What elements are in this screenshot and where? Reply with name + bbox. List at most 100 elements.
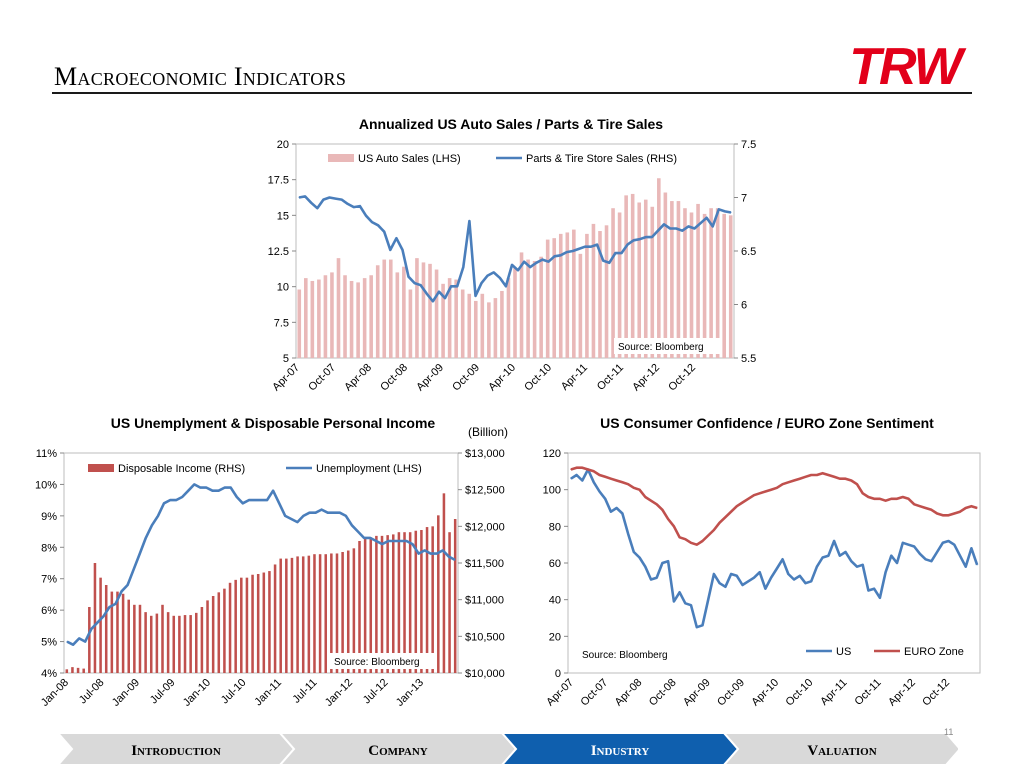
point-0-29 xyxy=(736,575,738,577)
x-tick-label: Apr-09 xyxy=(414,362,446,394)
bar-0-66 xyxy=(437,515,440,673)
bar-0-5 xyxy=(93,563,97,673)
x-tick-label: Apr-12 xyxy=(886,677,918,709)
point-1-7 xyxy=(108,606,110,608)
point-0-65 xyxy=(942,542,944,544)
point-1-62 xyxy=(925,507,927,509)
point-1-28 xyxy=(730,511,732,513)
bar-0-31 xyxy=(500,290,504,358)
bar-0-30 xyxy=(234,579,237,673)
title-divider xyxy=(52,92,972,94)
point-1-40 xyxy=(799,478,801,480)
point-1-33 xyxy=(266,499,268,501)
point-1-63 xyxy=(930,509,932,511)
y-tick-label: 11% xyxy=(36,448,57,460)
point-1-50 xyxy=(856,483,858,485)
x-tick-label: Oct-10 xyxy=(784,677,816,709)
bar-0-59 xyxy=(397,532,401,673)
point-1-53 xyxy=(387,540,389,542)
x-tick-label: Apr-08 xyxy=(613,677,645,709)
bar-0-18 xyxy=(415,258,419,358)
point-1-55 xyxy=(399,540,401,542)
point-1-50 xyxy=(369,537,371,539)
point-0-66 xyxy=(948,540,950,542)
bar-0-9 xyxy=(116,591,119,673)
point-1-21 xyxy=(426,293,428,295)
bar-0-15 xyxy=(395,272,400,358)
point-1-36 xyxy=(517,269,519,271)
point-1-3 xyxy=(84,641,86,643)
bar-0-26 xyxy=(211,596,215,673)
point-0-26 xyxy=(719,582,721,584)
bar-0-41 xyxy=(565,232,570,358)
point-1-58 xyxy=(902,496,904,498)
point-1-34 xyxy=(764,491,766,492)
bar-0-16 xyxy=(155,613,159,673)
nav-tab-valuation[interactable]: Valuation xyxy=(722,733,958,765)
point-1-24 xyxy=(444,297,446,299)
bar-0-53 xyxy=(363,538,367,673)
point-1-2 xyxy=(581,467,583,469)
point-1-6 xyxy=(102,615,104,617)
point-1-42 xyxy=(321,509,323,511)
point-1-27 xyxy=(462,266,464,268)
point-0-4 xyxy=(593,481,595,483)
nav-tab-label: Introduction xyxy=(131,743,221,759)
point-1-71 xyxy=(730,211,732,213)
point-1-37 xyxy=(290,518,292,520)
bar-0-25 xyxy=(460,289,465,358)
nav-tab-industry[interactable]: Industry xyxy=(500,733,740,765)
point-1-44 xyxy=(822,472,824,474)
bar-0-53 xyxy=(643,199,648,358)
point-1-34 xyxy=(505,285,507,287)
point-1-17 xyxy=(667,518,669,520)
point-1-38 xyxy=(296,521,298,523)
point-1-40 xyxy=(308,512,310,514)
point-0-40 xyxy=(799,575,801,577)
point-0-49 xyxy=(850,560,852,562)
point-1-54 xyxy=(393,540,395,542)
point-1-10 xyxy=(127,584,129,586)
point-0-35 xyxy=(770,577,772,579)
source-bg xyxy=(614,338,720,354)
point-1-66 xyxy=(948,514,950,516)
bar-0-18 xyxy=(166,612,170,673)
point-0-21 xyxy=(690,604,692,606)
nav-tab-company[interactable]: Company xyxy=(278,733,518,765)
point-1-61 xyxy=(436,553,438,555)
legend-label-1: Parts & Tire Store Sales (RHS) xyxy=(526,153,677,165)
point-0-59 xyxy=(907,544,909,546)
x-tick-label: Jul-10 xyxy=(219,677,249,707)
page-number: 11 xyxy=(944,727,954,737)
point-1-52 xyxy=(867,496,869,498)
bar-0-43 xyxy=(578,253,583,358)
point-1-4 xyxy=(90,628,92,630)
x-tick-label: Apr-11 xyxy=(559,362,590,393)
point-0-67 xyxy=(953,544,955,546)
point-1-0 xyxy=(298,197,300,198)
point-1-7 xyxy=(610,478,612,480)
bar-0-36 xyxy=(268,571,271,673)
point-0-30 xyxy=(742,584,744,586)
point-0-1 xyxy=(576,474,578,476)
legend-label-0: US Auto Sales (LHS) xyxy=(358,153,461,165)
nav-tab-introduction[interactable]: Introduction xyxy=(58,733,296,765)
point-1-6 xyxy=(604,476,606,478)
point-1-28 xyxy=(236,496,238,498)
point-0-62 xyxy=(925,558,927,560)
point-0-46 xyxy=(833,540,835,542)
point-1-66 xyxy=(700,222,702,224)
source-label: Source: Bloomberg xyxy=(582,650,668,661)
y-tick-label: 120 xyxy=(543,448,561,460)
point-1-32 xyxy=(753,494,755,496)
x-tick-label: Jan-10 xyxy=(181,677,213,709)
point-1-13 xyxy=(644,496,646,498)
point-1-8 xyxy=(347,203,349,205)
bar-0-33 xyxy=(513,268,517,358)
y2-tick-label: 6 xyxy=(741,300,747,312)
bar-0-46 xyxy=(598,231,602,358)
point-1-9 xyxy=(121,590,123,592)
point-1-22 xyxy=(696,544,698,546)
point-1-41 xyxy=(315,512,317,514)
bar-0-6 xyxy=(336,258,341,358)
